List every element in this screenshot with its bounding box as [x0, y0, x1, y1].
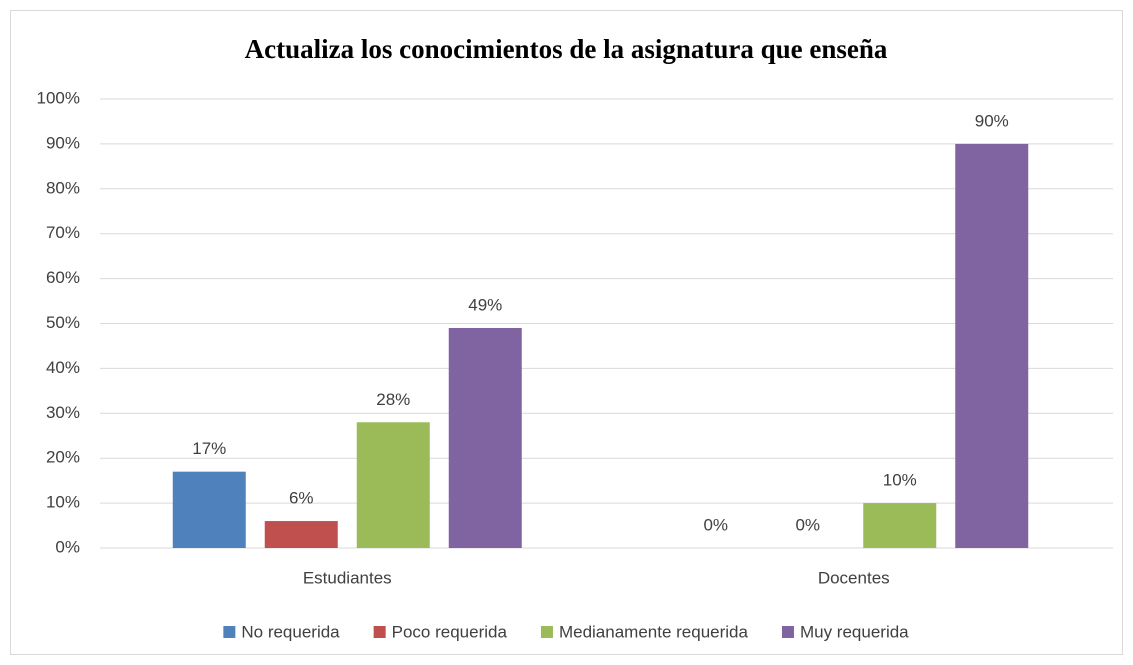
- y-tick-label: 30%: [46, 403, 80, 422]
- y-tick-label: 100%: [37, 88, 80, 107]
- value-label: 0%: [703, 515, 728, 534]
- y-tick-label: 50%: [46, 313, 80, 332]
- bar: [448, 327, 522, 548]
- x-tick-label: Estudiantes: [303, 568, 392, 587]
- value-label: 10%: [883, 471, 917, 490]
- y-tick-label: 60%: [46, 268, 80, 287]
- y-tick-label: 90%: [46, 133, 80, 152]
- value-label: 90%: [975, 111, 1009, 130]
- bar: [356, 422, 430, 548]
- bar: [172, 471, 246, 548]
- y-tick-label: 80%: [46, 178, 80, 197]
- legend-swatch: [373, 626, 386, 638]
- value-label: 49%: [468, 295, 502, 314]
- legend-label: Poco requerida: [392, 622, 508, 641]
- y-tick-label: 20%: [46, 448, 80, 467]
- bar: [863, 503, 937, 548]
- legend-swatch: [781, 626, 794, 638]
- y-tick-label: 40%: [46, 358, 80, 377]
- y-tick-label: 70%: [46, 223, 80, 242]
- value-label: 17%: [192, 439, 226, 458]
- y-tick-label: 10%: [46, 493, 80, 512]
- bar: [264, 521, 338, 548]
- value-label: 0%: [795, 515, 820, 534]
- chart-title: Actualiza los conocimientos de la asigna…: [245, 34, 888, 64]
- legend-label: No requerida: [241, 622, 340, 641]
- legend-label: Muy requerida: [800, 622, 909, 641]
- bar: [955, 143, 1029, 548]
- value-label: 28%: [376, 390, 410, 409]
- value-label: 6%: [289, 489, 314, 508]
- legend-swatch: [540, 626, 553, 638]
- legend-swatch: [223, 626, 236, 638]
- x-tick-label: Docentes: [818, 568, 890, 587]
- legend-label: Medianamente requerida: [559, 622, 749, 641]
- y-tick-label: 0%: [55, 537, 80, 556]
